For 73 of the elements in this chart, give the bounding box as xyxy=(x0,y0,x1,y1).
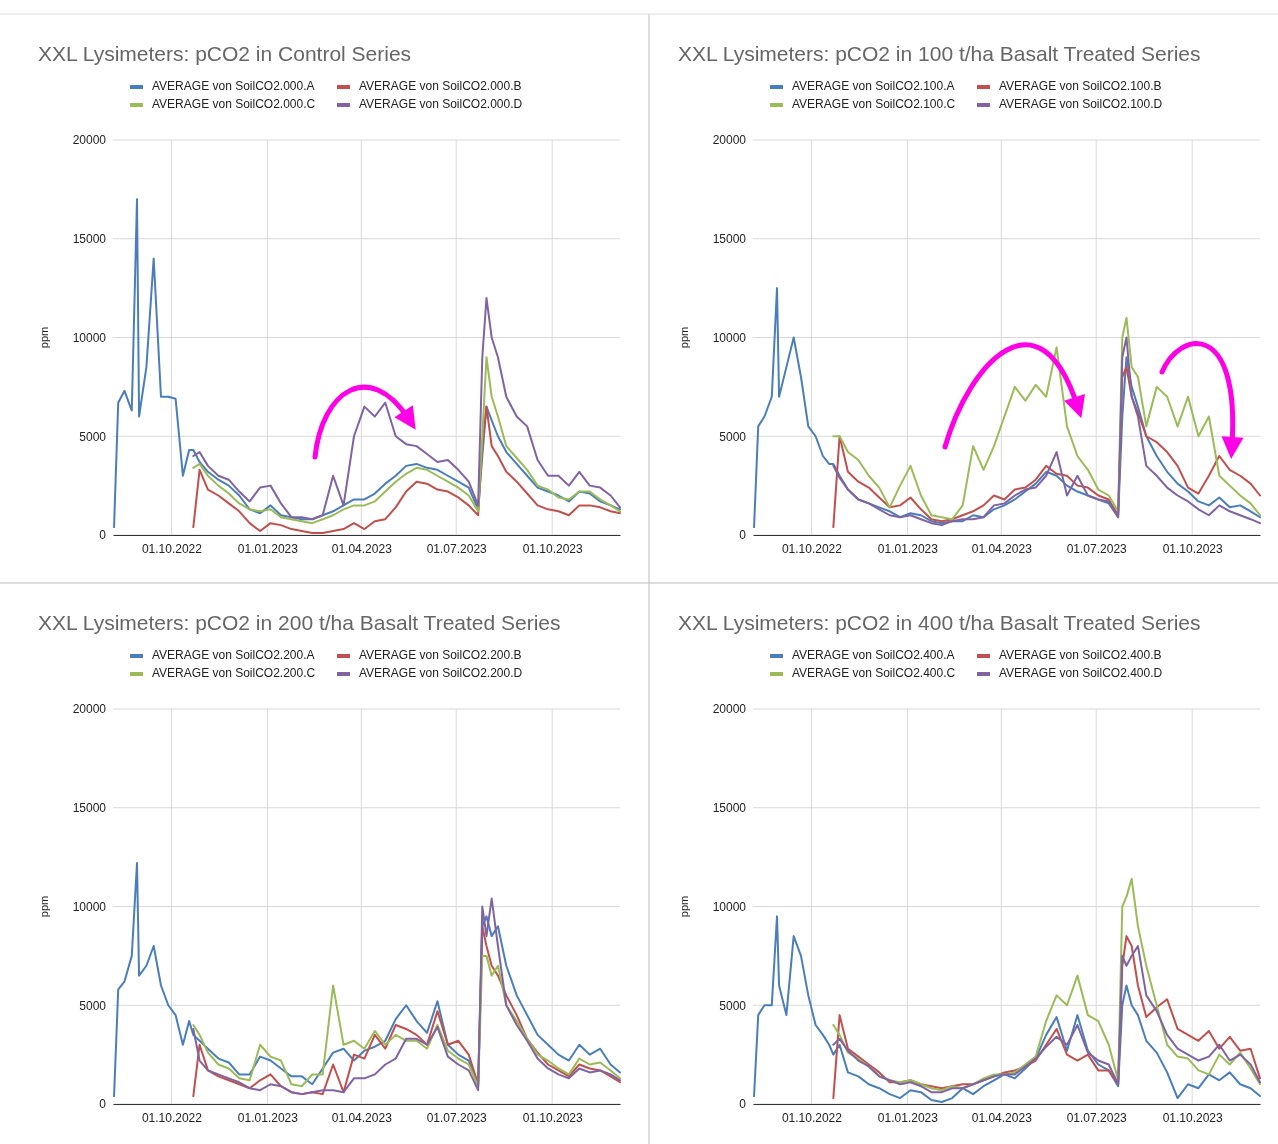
x-tick-label: 01.07.2023 xyxy=(426,541,488,556)
line-series xyxy=(192,297,621,521)
y-tick-label: 20000 xyxy=(712,133,747,148)
line-series xyxy=(832,366,1261,529)
line-series xyxy=(192,405,621,535)
legend-label: AVERAGE von SoilCO2.400.A xyxy=(792,648,955,662)
x-tick-label: 01.01.2023 xyxy=(237,541,299,556)
y-tick-label: 0 xyxy=(739,1097,747,1112)
legend-label: AVERAGE von SoilCO2.200.D xyxy=(359,666,523,680)
y-tick-label: 5000 xyxy=(79,998,107,1013)
y-tick-label: 15000 xyxy=(72,801,107,816)
legend-label: AVERAGE von SoilCO2.000.C xyxy=(152,97,316,111)
x-tick-label: 01.10.2023 xyxy=(1162,1110,1224,1125)
x-tick-label: 01.10.2022 xyxy=(781,541,843,556)
legend-label: AVERAGE von SoilCO2.400.B xyxy=(999,648,1162,662)
x-tick-label: 01.01.2023 xyxy=(237,1110,299,1125)
y-tick-label: 0 xyxy=(99,1097,107,1112)
x-tick-label: 01.10.2023 xyxy=(522,541,584,556)
x-tick-label: 01.10.2022 xyxy=(781,1110,843,1125)
x-tick-label: 01.04.2023 xyxy=(971,541,1033,556)
legend-label: AVERAGE von SoilCO2.100.B xyxy=(999,79,1162,93)
chart-title: XXL Lysimeters: pCO2 in Control Series xyxy=(38,42,412,65)
x-tick-label: 01.10.2022 xyxy=(141,1110,203,1125)
x-tick-label: 01.01.2023 xyxy=(877,1110,939,1125)
x-tick-label: 01.10.2022 xyxy=(141,541,203,556)
chart-title: XXL Lysimeters: pCO2 in 100 t/ha Basalt Treated Series xyxy=(678,42,1201,65)
legend-label: AVERAGE von SoilCO2.200.C xyxy=(152,666,316,680)
line-series xyxy=(753,287,1261,529)
chart-title: XXL Lysimeters: pCO2 in 400 t/ha Basalt Treated Series xyxy=(678,611,1201,634)
legend-label: AVERAGE von SoilCO2.200.B xyxy=(359,648,522,662)
x-tick-label: 01.10.2023 xyxy=(1162,541,1224,556)
y-tick-label: 0 xyxy=(739,528,747,543)
y-tick-label: 20000 xyxy=(72,133,107,148)
x-tick-label: 01.04.2023 xyxy=(971,1110,1033,1125)
legend-label: AVERAGE von SoilCO2.000.B xyxy=(359,79,522,93)
y-tick-label: 10000 xyxy=(72,330,107,345)
legend-label: AVERAGE von SoilCO2.000.D xyxy=(359,97,523,111)
legend-label: AVERAGE von SoilCO2.100.A xyxy=(792,79,955,93)
x-tick-label: 01.07.2023 xyxy=(1066,541,1128,556)
y-axis-title: ppm xyxy=(678,326,690,349)
y-tick-label: 10000 xyxy=(712,330,747,345)
legend-label: AVERAGE von SoilCO2.400.D xyxy=(999,666,1163,680)
x-tick-label: 01.04.2023 xyxy=(331,1110,393,1125)
x-tick-label: 01.07.2023 xyxy=(1066,1110,1128,1125)
y-axis-title: ppm xyxy=(38,326,50,349)
line-series xyxy=(832,877,1261,1092)
y-tick-label: 5000 xyxy=(719,429,747,444)
x-tick-label: 01.07.2023 xyxy=(426,1110,488,1125)
y-tick-label: 20000 xyxy=(712,702,747,717)
y-tick-label: 10000 xyxy=(72,899,107,914)
y-axis-title: ppm xyxy=(38,895,50,918)
y-tick-label: 15000 xyxy=(72,232,107,247)
legend-label: AVERAGE von SoilCO2.000.A xyxy=(152,79,315,93)
y-axis-title: ppm xyxy=(678,895,690,918)
line-series xyxy=(192,954,621,1088)
x-tick-label: 01.01.2023 xyxy=(877,541,939,556)
y-tick-label: 5000 xyxy=(79,429,107,444)
line-series xyxy=(113,198,621,529)
y-tick-label: 5000 xyxy=(719,998,747,1013)
y-tick-label: 15000 xyxy=(712,232,747,247)
line-series xyxy=(753,915,1261,1104)
legend-label: AVERAGE von SoilCO2.400.C xyxy=(792,666,956,680)
chart-title: XXL Lysimeters: pCO2 in 200 t/ha Basalt Treated Series xyxy=(38,611,561,634)
line-series xyxy=(192,356,621,525)
y-tick-label: 10000 xyxy=(712,899,747,914)
legend-label: AVERAGE von SoilCO2.200.A xyxy=(152,648,315,662)
y-tick-label: 15000 xyxy=(712,801,747,816)
legend-label: AVERAGE von SoilCO2.100.D xyxy=(999,97,1163,111)
x-tick-label: 01.10.2023 xyxy=(522,1110,584,1125)
y-tick-label: 20000 xyxy=(72,702,107,717)
x-tick-label: 01.04.2023 xyxy=(331,541,393,556)
y-tick-label: 0 xyxy=(99,528,107,543)
legend-label: AVERAGE von SoilCO2.100.C xyxy=(792,97,956,111)
